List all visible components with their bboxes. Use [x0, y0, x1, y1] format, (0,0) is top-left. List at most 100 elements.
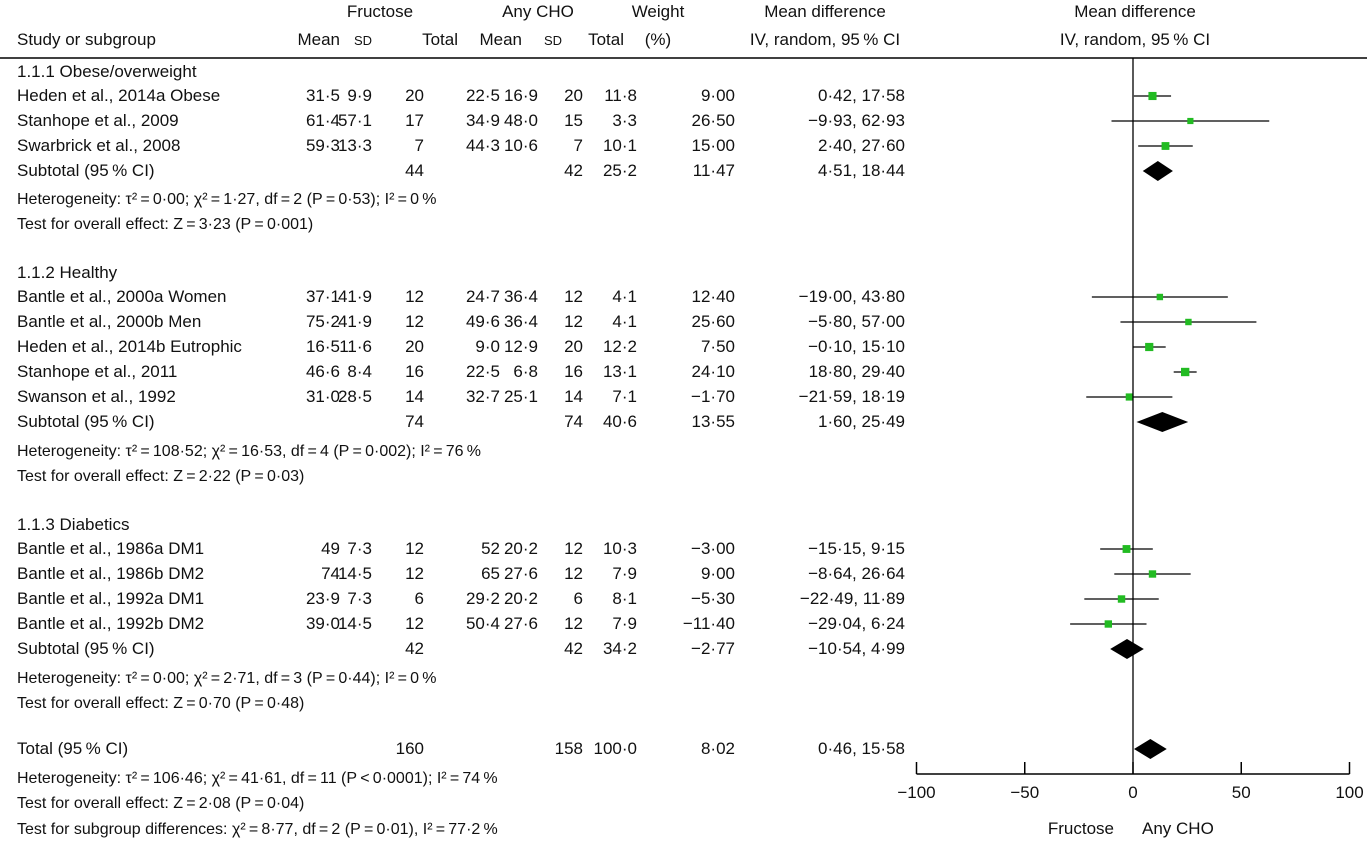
cell-weight: 4·1 — [612, 287, 637, 306]
point-estimate-marker — [1117, 595, 1126, 603]
cell-c-mean: 29·2 — [465, 589, 500, 608]
cell-c-n: 14 — [564, 387, 583, 406]
cell-c-n: 16 — [564, 362, 583, 381]
study-name: Bantle et al., 2000a Women — [17, 287, 227, 306]
subtotal-diamond — [1110, 639, 1144, 659]
cell-f-sd: 13·3 — [337, 136, 372, 155]
cell-f-n: 74 — [405, 412, 424, 431]
cell-weight: 13·1 — [602, 362, 637, 381]
cell-md: 26·50 — [691, 111, 735, 130]
cell-c-mean: 32·7 — [465, 387, 500, 406]
x-tick-label: −50 — [1010, 783, 1040, 802]
cell-f-mean: 61·4 — [305, 111, 340, 130]
cell-f-mean: 16·5 — [305, 337, 340, 356]
header-group2: Any CHO — [502, 2, 574, 21]
cell-md: 13·55 — [691, 412, 735, 431]
point-estimate-marker — [1185, 318, 1192, 326]
x-axis-left-label: Fructose — [1047, 819, 1114, 838]
x-axis-right-label: Any CHO — [1142, 819, 1214, 838]
study-name: Bantle et al., 1986b DM2 — [17, 564, 205, 583]
cell-c-n: 20 — [564, 337, 583, 356]
cell-c-sd: 12·9 — [503, 337, 538, 356]
cell-ci: −0·10, 15·10 — [808, 337, 905, 356]
cell-md: −11·40 — [682, 614, 735, 633]
cell-ci: 18·80, 29·40 — [808, 362, 905, 381]
cell-f-mean: 49 — [321, 539, 340, 558]
cell-c-n: 42 — [564, 639, 583, 658]
subgroup-title: 1.1.1 Obese/overweight — [17, 62, 197, 81]
cell-f-mean: 74 — [321, 564, 340, 583]
cell-c-sd: 36·4 — [503, 287, 538, 306]
x-tick-label: 100 — [1335, 783, 1364, 802]
cell-f-sd: 14·5 — [337, 614, 372, 633]
cell-c-sd: 27·6 — [503, 564, 538, 583]
cell-ci: −19·00, 43·80 — [798, 287, 905, 306]
cell-c-mean: 34·9 — [465, 111, 500, 130]
cell-c-sd: 10·6 — [503, 136, 538, 155]
subtotal-diamond — [1136, 412, 1189, 432]
cell-c-mean: 22·5 — [465, 362, 500, 381]
cell-f-n: 12 — [405, 539, 424, 558]
point-estimate-marker — [1181, 367, 1190, 377]
x-tick-label: 0 — [1128, 783, 1138, 802]
cell-weight: 7·1 — [612, 387, 637, 406]
cell-ci: 1·60, 25·49 — [818, 412, 905, 431]
cell-f-mean: 31·0 — [305, 387, 340, 406]
cell-f-mean: 59·3 — [305, 136, 340, 155]
cell-md: −5·30 — [691, 589, 735, 608]
cell-c-n: 12 — [564, 539, 583, 558]
cell-f-n: 20 — [405, 337, 424, 356]
cell-c-n: 20 — [564, 86, 583, 105]
point-estimate-marker — [1145, 342, 1154, 352]
header-group1: Fructose — [346, 2, 414, 21]
point-estimate-marker — [1104, 620, 1113, 628]
cell-c-n: 158 — [554, 739, 583, 758]
header-weight: Weight — [631, 2, 685, 21]
cell-f-sd: 8·4 — [347, 362, 372, 381]
cell-f-mean: 75·2 — [305, 312, 340, 331]
cell-f-mean: 23·9 — [305, 589, 340, 608]
study-name: Bantle et al., 1992a DM1 — [17, 589, 205, 608]
cell-c-sd: 16·9 — [503, 86, 538, 105]
subtotal-label: Subtotal (95 % CI) — [17, 161, 155, 180]
subgroup-title: 1.1.3 Diabetics — [17, 515, 130, 534]
cell-md: 9·00 — [700, 86, 735, 105]
cell-weight: 100·0 — [593, 739, 637, 758]
study-name: Heden et al., 2014b Eutrophic — [17, 337, 242, 356]
subgroup-differences-text: Test for subgroup differences: χ² = 8·77… — [17, 821, 498, 838]
study-name: Bantle et al., 1986a DM1 — [17, 539, 205, 558]
cell-f-n: 42 — [405, 639, 424, 658]
cell-c-n: 12 — [564, 287, 583, 306]
cell-c-mean: 65 — [481, 564, 500, 583]
cell-md: 12·40 — [691, 287, 735, 306]
total-heterogeneity-text: Heterogeneity: τ² = 106·46; χ² = 41·61, … — [17, 770, 498, 787]
cell-f-n: 12 — [405, 312, 424, 331]
cell-ci: −22·49, 11·89 — [799, 589, 905, 608]
point-estimate-marker — [1156, 293, 1164, 301]
cell-weight: 7·9 — [612, 564, 637, 583]
cell-weight: 11·8 — [604, 86, 637, 105]
cell-c-mean: 52 — [481, 539, 500, 558]
cell-f-sd: 14·5 — [337, 564, 372, 583]
cell-f-n: 7 — [414, 136, 424, 155]
total-overall-effect-text: Test for overall effect: Z = 2·08 (P = 0… — [17, 795, 305, 812]
cell-f-n: 12 — [405, 564, 424, 583]
cell-c-sd: 20·2 — [503, 539, 538, 558]
cell-c-mean: 44·3 — [465, 136, 500, 155]
cell-md: 7·50 — [700, 337, 735, 356]
cell-f-n: 6 — [414, 589, 424, 608]
cell-c-sd: 6·8 — [513, 362, 538, 381]
cell-f-sd: 7·3 — [347, 589, 372, 608]
heterogeneity-text: Heterogeneity: τ² = 0·00; χ² = 2·71, df … — [17, 670, 437, 687]
cell-f-sd: 9·9 — [347, 86, 372, 105]
subtotal-label: Subtotal (95 % CI) — [17, 639, 155, 658]
study-name: Stanhope et al., 2009 — [17, 111, 179, 130]
study-name: Swarbrick et al., 2008 — [17, 136, 181, 155]
cell-c-n: 15 — [564, 111, 583, 130]
header-md: Mean difference — [764, 2, 886, 21]
cell-f-mean: 39·0 — [305, 614, 340, 633]
header-study: Study or subgroup — [17, 30, 156, 49]
cell-ci: 0·42, 17·58 — [818, 86, 905, 105]
cell-c-mean: 49·6 — [465, 312, 500, 331]
